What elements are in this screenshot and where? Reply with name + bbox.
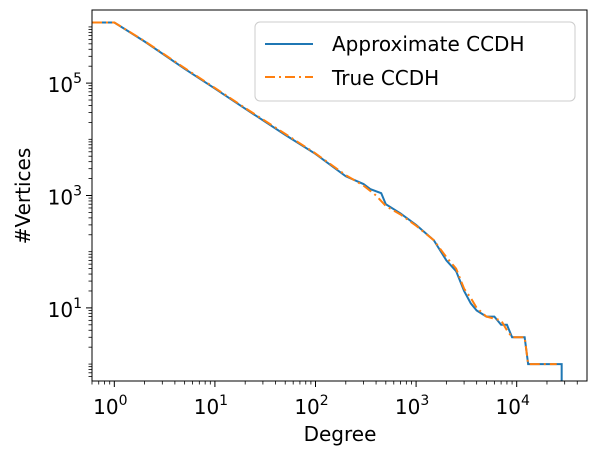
plot-frame [91, 9, 588, 382]
x-tick-label: 103 [395, 393, 429, 419]
x-tick-label: 101 [194, 393, 228, 419]
legend: Approximate CCDH True CCDH [254, 21, 576, 102]
legend-box [254, 21, 576, 102]
x-axis-label: Degree [304, 422, 377, 446]
legend-label-true: True CCDH [331, 66, 439, 90]
x-tick-label: 102 [294, 393, 328, 419]
legend-label-approximate: Approximate CCDH [332, 32, 524, 56]
x-tick-label: 104 [496, 393, 530, 419]
y-tick-label: 105 [48, 71, 82, 97]
plot-area [92, 21, 563, 381]
x-tick-label: 100 [93, 393, 127, 419]
y-axis-label: #Vertices [11, 148, 35, 245]
y-tick-label: 101 [48, 296, 82, 322]
axis-ticks: 100 101 102 103 104 101 103 105 [48, 26, 578, 419]
series-line-true-ccdh [92, 21, 557, 366]
y-tick-label: 103 [48, 184, 82, 210]
